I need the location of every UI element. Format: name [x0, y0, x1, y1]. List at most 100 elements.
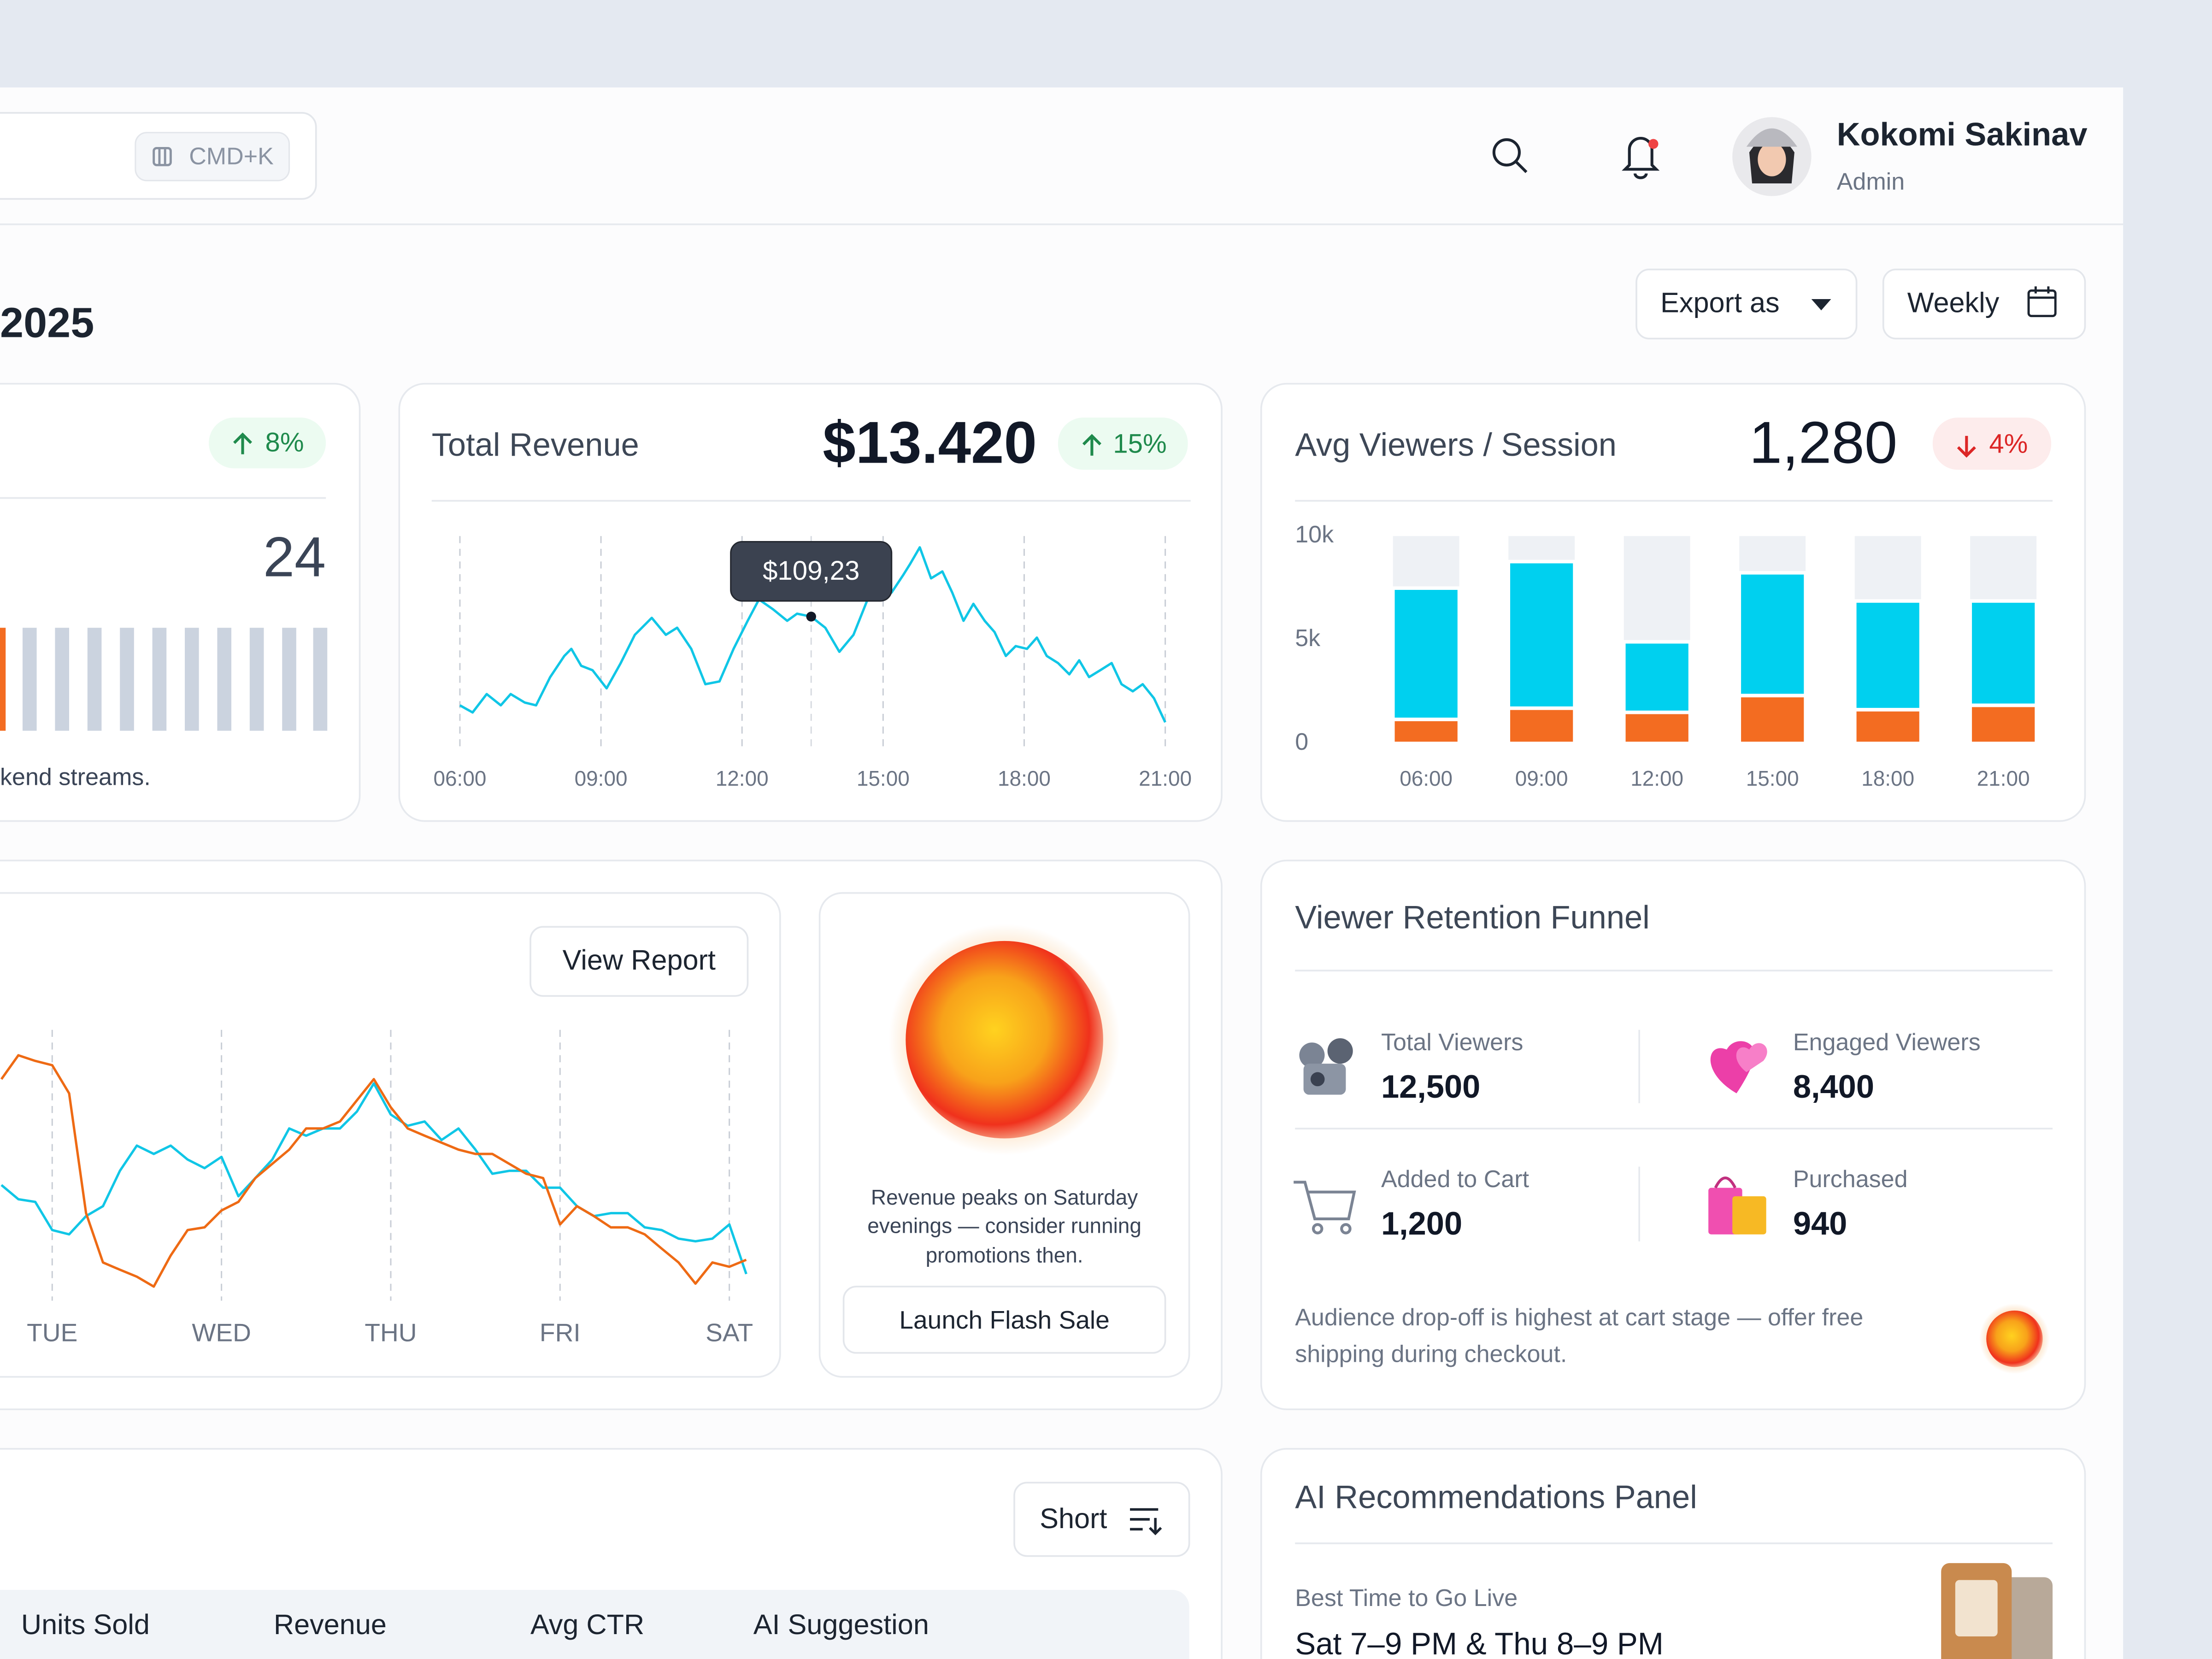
bar-segment: [1737, 694, 1807, 746]
sort-button[interactable]: [1013, 1482, 1190, 1557]
x-tick-label: THU: [365, 1318, 417, 1347]
change-pill: [1058, 418, 1188, 470]
x-tick-label: 15:00: [857, 766, 910, 790]
thumbnail: [1941, 1563, 2053, 1659]
tooltip-point: [806, 612, 816, 622]
x-tick-label: 09:00: [1515, 766, 1568, 790]
weekly-chart: TUE WED THU FRI SAT: [0, 1030, 753, 1347]
export-label: Export as: [1660, 287, 1780, 318]
bar-segment: [1968, 703, 2038, 746]
button-label: Launch Flash Sale: [899, 1306, 1109, 1334]
user-role: Admin: [1837, 169, 1905, 195]
bar-segment: [1622, 710, 1692, 746]
change-pill: [1932, 418, 2052, 470]
avatar[interactable]: [1732, 117, 1812, 196]
card-title: Viewer Retention Funnel: [1295, 899, 1650, 935]
y-tick-label: 5k: [1295, 625, 1321, 652]
flash-sale-button[interactable]: [842, 1286, 1166, 1354]
orb: [1986, 1310, 2043, 1367]
notification-icon[interactable]: [1622, 137, 1660, 179]
sort-icon: [1130, 1508, 1162, 1535]
y-tick-label: 0: [1295, 729, 1308, 755]
funnel-label: Purchased: [1793, 1166, 1908, 1193]
x-tick-label: 18:00: [998, 766, 1051, 790]
user-name: Kokomi Sakinav: [1837, 116, 2088, 153]
shortcut-chip: [135, 132, 290, 182]
bar-segment: [1968, 599, 2038, 707]
x-tick-label: WED: [192, 1318, 251, 1347]
funnel-label: Total Viewers: [1381, 1029, 1523, 1056]
x-tick-label: 21:00: [1977, 766, 2030, 790]
tooltip-label: $109,23: [763, 556, 859, 586]
view-report-button[interactable]: [529, 926, 749, 997]
funnel-label: Added to Cart: [1381, 1166, 1530, 1193]
y-tick-label: 10k: [1295, 521, 1334, 548]
progress-bars: [0, 628, 328, 731]
insight-text: promotions then.: [926, 1243, 1083, 1267]
revenue-value: $13.420: [823, 410, 1037, 476]
x-tick-label: 09:00: [575, 766, 628, 790]
weekly-card: [0, 892, 781, 1378]
bar-segment: [1391, 586, 1461, 721]
x-tick-label: SAT: [706, 1318, 753, 1347]
funnel-note: Audience drop-off is highest at cart sta…: [1295, 1304, 1863, 1331]
funnel-value: 1,200: [1381, 1205, 1462, 1241]
column-header: Avg CTR: [530, 1609, 644, 1640]
recommendation-label: Best Time to Go Live: [1295, 1585, 1518, 1612]
page-title: 2025: [0, 299, 94, 346]
bar-segment: [1737, 571, 1807, 698]
funnel-value: 940: [1793, 1205, 1847, 1241]
orb: [906, 941, 1103, 1139]
stream-count: 24: [263, 525, 326, 588]
x-tick-label: 15:00: [1746, 766, 1799, 790]
shortcut-label: CMD+K: [189, 143, 274, 170]
up-arrow: [233, 432, 253, 454]
search-icon[interactable]: [1492, 138, 1528, 173]
change-value: 15%: [1113, 429, 1166, 459]
dropdown-icon: [1811, 299, 1831, 311]
command-icon: [153, 147, 172, 166]
tooltip-box: [730, 541, 893, 602]
camera-icon: [1299, 1038, 1353, 1095]
table-header: [0, 1590, 1189, 1659]
ai-card: [1260, 1448, 2086, 1659]
funnel-note: shipping during checkout.: [1295, 1341, 1567, 1368]
down-arrow: [1957, 435, 1976, 458]
export-button[interactable]: [1635, 268, 1858, 340]
x-tick-label: 06:00: [434, 766, 487, 790]
recommendation-value: Sat 7–9 PM & Thu 8–9 PM: [1295, 1627, 1664, 1659]
x-tick-label: 06:00: [1400, 766, 1453, 790]
period-label: Weekly: [1907, 287, 2000, 318]
card-title: Total Revenue: [432, 426, 639, 463]
revenue-chart: 06:00 09:00 12:00 15:00 18:00 21:00 $109,23: [434, 536, 1192, 790]
button-label: Short: [1040, 1503, 1107, 1534]
bar-segment: [1853, 708, 1923, 746]
card-title: AI Recommendations Panel: [1295, 1479, 1697, 1515]
insight-text: Revenue peaks on Saturday: [871, 1185, 1138, 1209]
viewers-value: 1,280: [1749, 410, 1898, 476]
line-series: [0, 1054, 747, 1288]
card-title: Avg Viewers / Session: [1295, 426, 1617, 463]
funnel-label: Engaged Viewers: [1793, 1029, 1981, 1056]
viewers-chart: 0 5k 10k 06:00 09:00 12:00 15:00 18:00 21:00: [1295, 521, 2038, 790]
bags-icon: [1708, 1177, 1766, 1235]
line-series: [459, 546, 1166, 723]
calendar-icon: [2027, 286, 2057, 318]
x-tick-label: 18:00: [1861, 766, 1914, 790]
x-tick-label: 12:00: [1630, 766, 1683, 790]
insight-text: evenings — consider running: [867, 1213, 1141, 1237]
funnel-value: 12,500: [1381, 1068, 1480, 1105]
bar-segment: [1506, 706, 1577, 746]
change-pill: [209, 418, 326, 469]
x-tick-label: TUE: [27, 1318, 77, 1347]
line-series: [0, 1082, 747, 1275]
x-tick-label: 21:00: [1139, 766, 1192, 790]
bar-segment: [1506, 559, 1577, 710]
hearts-icon: [1736, 1043, 1767, 1072]
change-value: 4%: [1989, 429, 2028, 459]
up-arrow: [1082, 434, 1101, 456]
bar-segment: [1853, 599, 1923, 712]
bar-segment: [1391, 718, 1461, 746]
column-header: Revenue: [274, 1609, 387, 1640]
